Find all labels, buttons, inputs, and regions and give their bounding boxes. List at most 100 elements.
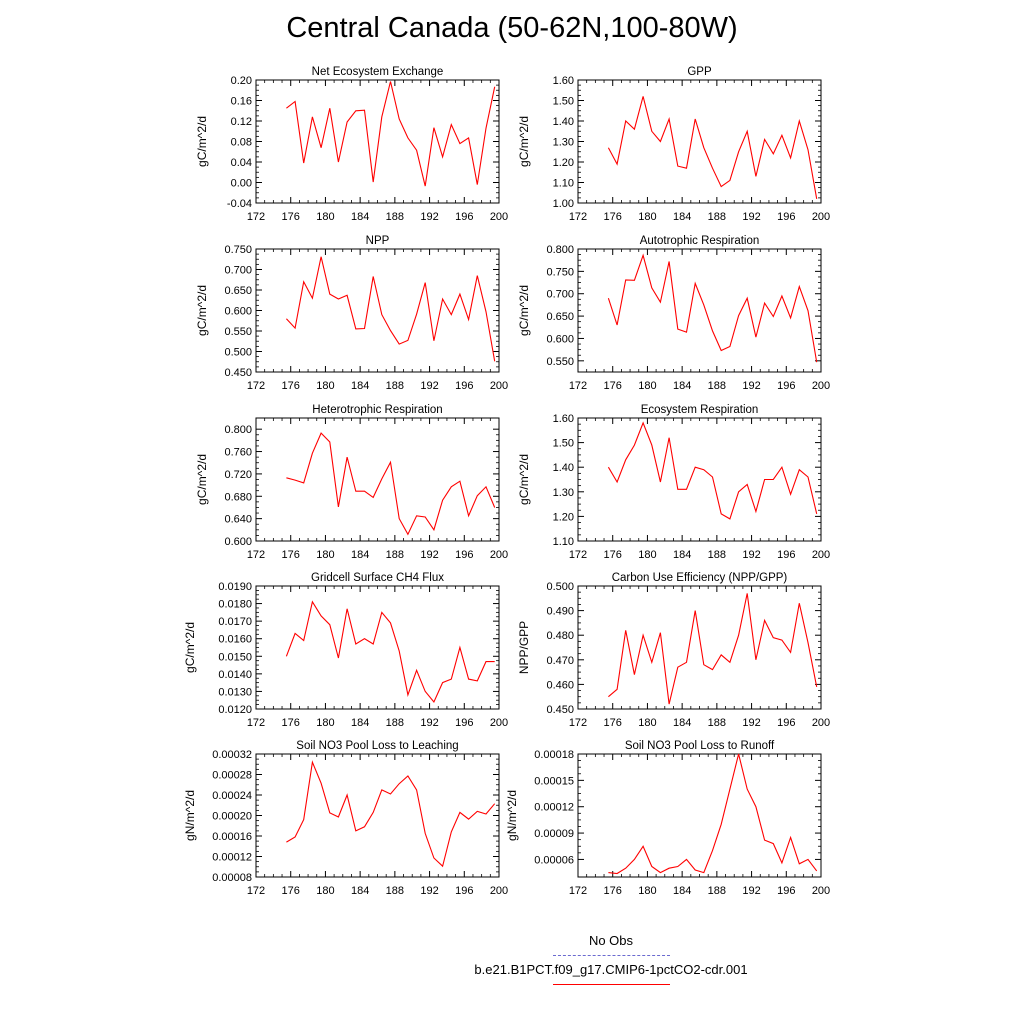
x-tick-label: 172 xyxy=(247,717,265,729)
panel-gpp: GPP gC/m^2/d 1.00 1.10 1.20 1.30 1.40 1.50 1.60 1… xyxy=(517,66,830,223)
x-tick-label: 192 xyxy=(742,211,760,223)
y-tick-label: 0.500 xyxy=(546,581,574,593)
y-tick-label: 0.20 xyxy=(231,75,252,87)
x-tick-label: 188 xyxy=(386,717,404,729)
x-tick-label: 180 xyxy=(316,211,334,223)
y-tick-label: 1.10 xyxy=(553,178,574,190)
x-tick-label: 172 xyxy=(569,717,587,729)
y-tick-label: 0.00 xyxy=(231,178,252,190)
x-tick-label: 192 xyxy=(742,549,760,561)
x-tick-label: 200 xyxy=(490,211,508,223)
x-tick-label: 188 xyxy=(386,211,404,223)
x-tick-label: 176 xyxy=(282,717,300,729)
series-line xyxy=(286,432,496,536)
x-tick-label: 184 xyxy=(351,380,369,392)
y-tick-label: 0.00009 xyxy=(534,828,574,840)
x-tick-label: 180 xyxy=(638,549,656,561)
y-tick-label: 1.60 xyxy=(553,75,574,87)
x-tick-label: 196 xyxy=(455,549,473,561)
y-tick-label: 0.640 xyxy=(224,514,252,526)
y-tick-label: 0.750 xyxy=(546,266,574,278)
panel-gridcell-surface-ch4-flux: Gridcell Surface CH4 Flux gC/m^2/d 0.0120 0… xyxy=(183,572,508,729)
panel-soil-no3-pool-loss-to-leaching: Soil NO3 Pool Loss to Leaching gN/m^2/d 0.… xyxy=(183,740,508,897)
panel-title: Autotrophic Respiration xyxy=(640,235,760,247)
x-tick-label: 184 xyxy=(673,380,691,392)
panel-title: Heterotrophic Respiration xyxy=(312,404,442,416)
x-tick-label: 192 xyxy=(742,380,760,392)
x-tick-label: 188 xyxy=(708,211,726,223)
series-line xyxy=(286,81,496,187)
x-tick-label: 192 xyxy=(420,380,438,392)
x-tick-label: 188 xyxy=(386,380,404,392)
x-tick-label: 176 xyxy=(282,885,300,897)
x-tick-label: 188 xyxy=(386,549,404,561)
y-tick-label: 0.0190 xyxy=(218,581,252,593)
plot-frame xyxy=(255,585,500,710)
panel-npp: NPP gC/m^2/d 0.450 0.500 0.550 0.600 0.650 0.70… xyxy=(195,235,508,392)
y-tick-label: 0.00018 xyxy=(534,749,574,761)
y-tick-label: 0.800 xyxy=(224,424,252,436)
x-tick-label: 176 xyxy=(282,211,300,223)
x-tick-label: 172 xyxy=(569,211,587,223)
panel-title: GPP xyxy=(687,66,712,78)
y-axis-label: gC/m^2/d xyxy=(517,285,531,336)
x-tick-label: 200 xyxy=(812,211,830,223)
x-tick-label: 184 xyxy=(351,717,369,729)
y-tick-label: 0.480 xyxy=(546,630,574,642)
y-tick-label: 0.700 xyxy=(224,265,252,277)
y-tick-label: 0.0140 xyxy=(218,669,252,681)
y-tick-label: 0.760 xyxy=(224,447,252,459)
x-tick-label: 172 xyxy=(569,885,587,897)
x-tick-label: 200 xyxy=(812,380,830,392)
y-tick-label: 0.16 xyxy=(231,96,252,108)
x-tick-label: 200 xyxy=(812,717,830,729)
y-tick-label: 0.600 xyxy=(224,306,252,318)
x-tick-label: 176 xyxy=(604,885,622,897)
x-tick-label: 184 xyxy=(351,885,369,897)
x-tick-label: 192 xyxy=(420,885,438,897)
x-tick-label: 176 xyxy=(604,717,622,729)
y-axis-label: gC/m^2/d xyxy=(195,116,209,167)
x-tick-label: 176 xyxy=(604,549,622,561)
x-tick-label: 188 xyxy=(386,885,404,897)
x-tick-label: 200 xyxy=(490,885,508,897)
x-tick-label: 172 xyxy=(569,380,587,392)
panel-title: Gridcell Surface CH4 Flux xyxy=(311,572,444,584)
y-tick-label: 0.650 xyxy=(224,285,252,297)
x-tick-label: 188 xyxy=(708,885,726,897)
panel-title: Soil NO3 Pool Loss to Runoff xyxy=(625,740,775,752)
y-tick-label: 1.00 xyxy=(553,198,574,210)
x-tick-label: 192 xyxy=(420,717,438,729)
x-tick-label: 196 xyxy=(777,717,795,729)
x-tick-label: 184 xyxy=(351,549,369,561)
x-tick-label: 176 xyxy=(604,211,622,223)
y-tick-label: 0.550 xyxy=(224,326,252,338)
panel-title: Soil NO3 Pool Loss to Leaching xyxy=(296,740,458,752)
y-axis-label: gC/m^2/d xyxy=(183,622,197,673)
y-tick-label: 1.10 xyxy=(553,536,574,548)
y-tick-label: 0.800 xyxy=(546,244,574,256)
y-tick-label: 0.680 xyxy=(224,491,252,503)
y-tick-label: 0.0130 xyxy=(218,686,252,698)
x-tick-label: 180 xyxy=(316,717,334,729)
x-tick-label: 172 xyxy=(569,549,587,561)
y-tick-label: 1.20 xyxy=(553,157,574,169)
y-tick-label: -0.04 xyxy=(227,198,252,210)
panel-autotrophic-respiration: Autotrophic Respiration gC/m^2/d 0.550 0.60… xyxy=(517,235,830,392)
y-tick-label: 0.0180 xyxy=(218,599,252,611)
x-tick-label: 196 xyxy=(777,380,795,392)
y-tick-label: 0.04 xyxy=(231,157,252,169)
x-tick-label: 184 xyxy=(673,549,691,561)
y-tick-label: 0.650 xyxy=(546,311,574,323)
plot-frame xyxy=(577,417,822,542)
x-tick-label: 196 xyxy=(455,380,473,392)
y-tick-label: 0.0120 xyxy=(218,704,252,716)
plot-frame xyxy=(255,248,500,373)
y-tick-label: 0.00008 xyxy=(212,872,252,884)
x-tick-label: 188 xyxy=(708,717,726,729)
y-tick-label: 1.30 xyxy=(553,137,574,149)
x-tick-label: 180 xyxy=(638,211,656,223)
y-tick-label: 0.500 xyxy=(224,347,252,359)
y-axis-label: gC/m^2/d xyxy=(195,285,209,336)
series-line xyxy=(608,753,818,875)
